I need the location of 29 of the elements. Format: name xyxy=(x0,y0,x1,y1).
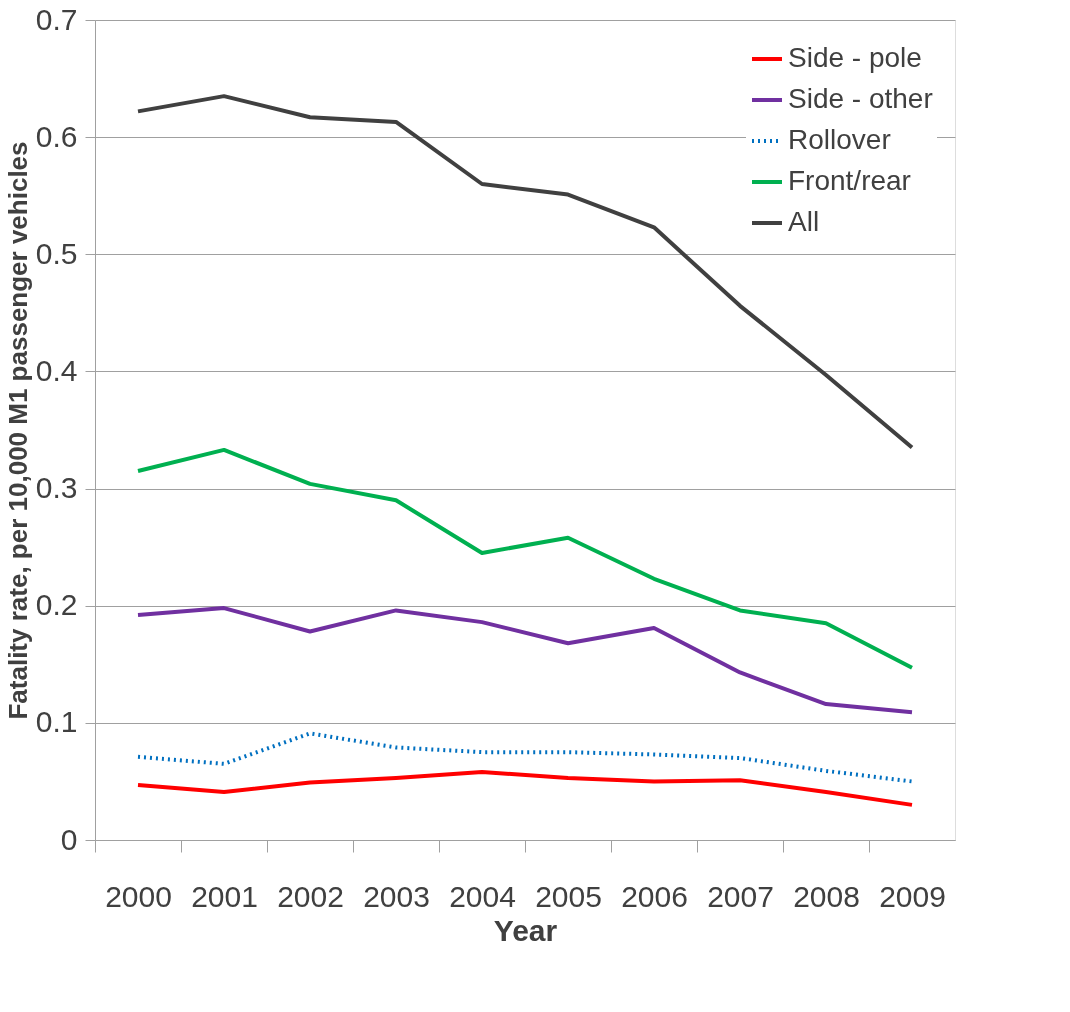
line-series xyxy=(136,731,914,784)
y-tick-label: 0 xyxy=(60,822,78,856)
legend-label: Side - pole xyxy=(788,42,922,73)
x-tick-label: 2008 xyxy=(793,879,860,913)
y-tick-label: 0.4 xyxy=(35,353,78,387)
line-series xyxy=(136,770,914,807)
x-axis-title: Year xyxy=(493,913,558,947)
y-tick-label: 0.6 xyxy=(35,119,78,153)
x-tick-label: 2004 xyxy=(449,879,516,913)
x-tick-label: 2009 xyxy=(879,879,946,913)
x-tick-label: 2003 xyxy=(363,879,430,913)
legend-label: Front/rear xyxy=(788,165,911,196)
y-tick-label: 0.5 xyxy=(35,236,78,270)
y-tick-label: 0.2 xyxy=(35,588,78,622)
x-tick-label: 2000 xyxy=(105,879,172,913)
x-tick-label: 2001 xyxy=(191,879,258,913)
line-series xyxy=(136,606,914,715)
x-tick-label: 2005 xyxy=(535,879,602,913)
legend-label: All xyxy=(788,206,820,237)
y-tick-label: 0.3 xyxy=(35,471,78,505)
y-tick-label: 0.1 xyxy=(35,705,78,739)
x-tick-label: 2007 xyxy=(707,879,774,913)
legend-label: Rollover xyxy=(788,124,891,155)
x-tick-label: 2006 xyxy=(621,879,688,913)
y-axis-title: Fatality rate, per 10,000 M1 passenger vehicles xyxy=(2,141,33,720)
x-tick-label: 2002 xyxy=(277,879,344,913)
line-series xyxy=(136,447,914,670)
y-tick-label: 0.7 xyxy=(35,2,78,36)
legend-label: Side - other xyxy=(788,83,933,114)
